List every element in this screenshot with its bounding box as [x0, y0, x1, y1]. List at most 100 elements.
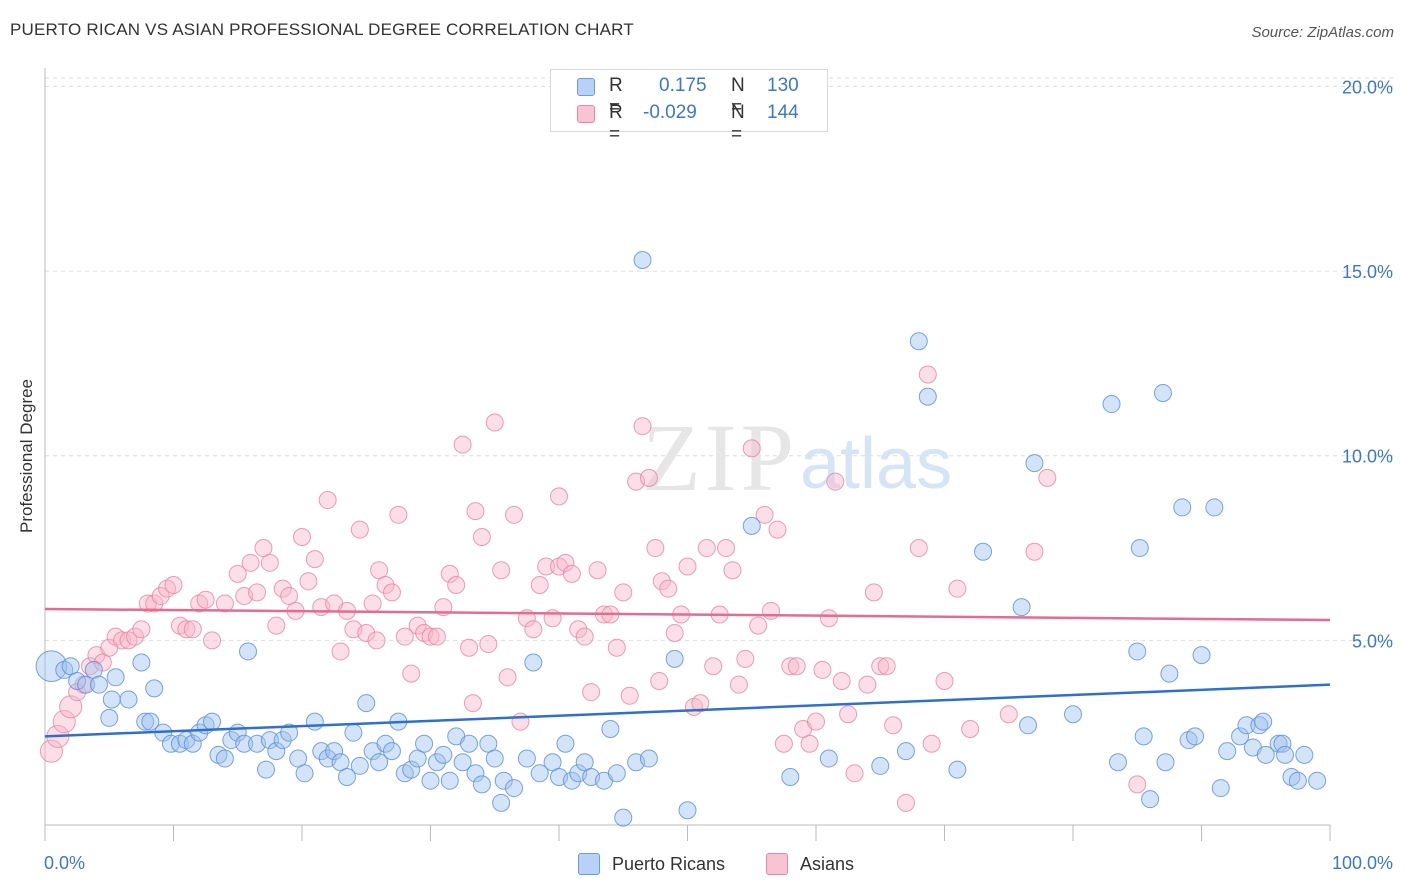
data-point	[260, 731, 279, 750]
data-point	[1134, 727, 1153, 746]
data-point	[524, 620, 543, 639]
data-point	[293, 527, 311, 546]
data-point	[248, 583, 267, 602]
source-label: Source: ZipAtlas.com	[1251, 24, 1394, 41]
data-point	[1064, 705, 1082, 724]
n-label: N =	[731, 102, 745, 145]
r-value-asians: -0.029	[643, 102, 697, 123]
data-point	[569, 620, 588, 639]
data-point	[325, 742, 344, 761]
trend-lines	[44, 607, 1331, 738]
n-value-asians: 144	[767, 102, 799, 123]
asians-swatch	[577, 105, 595, 123]
data-point	[505, 779, 524, 798]
data-point	[132, 620, 151, 639]
data-point	[77, 675, 96, 694]
data-point	[646, 539, 665, 558]
data-point	[550, 487, 568, 506]
data-point	[1130, 539, 1149, 558]
legend-label-puerto-ricans: Puerto Ricans	[612, 853, 726, 874]
data-point	[845, 764, 864, 783]
data-point	[858, 675, 877, 694]
data-point	[318, 491, 337, 510]
data-point	[511, 712, 530, 731]
trend-line-asians	[44, 607, 1331, 622]
data-point	[344, 723, 363, 742]
data-point	[100, 708, 119, 727]
data-point	[235, 734, 254, 753]
data-point	[421, 627, 440, 646]
data-point	[389, 505, 408, 524]
data-point	[1231, 727, 1250, 746]
data-point	[215, 749, 234, 768]
data-point	[871, 756, 890, 775]
data-point	[331, 642, 350, 661]
data-point	[267, 616, 286, 635]
data-point	[742, 439, 761, 458]
data-point	[485, 413, 504, 432]
stats-legend: R = 0.175 N = 130 R = -0.029 N = 144	[550, 69, 828, 145]
data-point	[215, 594, 234, 613]
data-point	[871, 657, 890, 676]
data-point	[408, 616, 427, 635]
data-point	[562, 564, 581, 583]
data-point	[918, 365, 937, 384]
data-point	[614, 583, 633, 602]
legend-item-asians[interactable]: Asians	[766, 852, 854, 876]
y-tick-label: 5.0%	[1352, 631, 1393, 651]
data-point	[164, 575, 183, 594]
data-point	[909, 539, 928, 558]
data-point	[376, 575, 395, 594]
data-point	[350, 756, 369, 775]
asians-points	[39, 365, 1147, 812]
data-point	[1160, 664, 1179, 683]
data-point	[39, 739, 63, 763]
data-point	[787, 657, 806, 676]
data-point	[312, 742, 331, 761]
data-point	[1269, 734, 1288, 753]
data-point	[524, 653, 543, 672]
data-point	[884, 716, 903, 735]
data-point	[1186, 727, 1205, 746]
data-point	[1108, 753, 1127, 772]
data-point	[678, 801, 697, 820]
data-point	[494, 771, 513, 790]
data-point	[260, 553, 279, 572]
data-point	[440, 564, 459, 583]
axes	[44, 68, 1331, 841]
data-point	[498, 668, 517, 687]
data-point	[1288, 771, 1307, 790]
data-point	[267, 742, 286, 761]
data-point	[582, 683, 601, 702]
data-point	[280, 723, 299, 742]
data-point	[639, 749, 658, 768]
data-point	[530, 575, 549, 594]
data-point	[762, 601, 781, 620]
data-point	[415, 734, 434, 753]
data-point	[588, 561, 607, 580]
data-point	[832, 671, 851, 690]
data-point	[228, 564, 247, 583]
data-point	[367, 631, 386, 650]
data-point	[665, 623, 684, 642]
data-point	[723, 561, 742, 580]
data-point	[736, 649, 755, 668]
data-point	[125, 627, 144, 646]
data-point	[620, 686, 639, 705]
data-point	[52, 710, 76, 734]
data-point	[909, 332, 928, 351]
data-point	[453, 753, 472, 772]
data-point	[659, 579, 678, 598]
data-point	[896, 793, 915, 812]
data-point	[800, 734, 819, 753]
data-point	[1308, 771, 1327, 790]
legend-item-puerto-ricans[interactable]: Puerto Ricans	[578, 852, 725, 876]
y-tick-label: 20.0%	[1342, 77, 1393, 97]
data-point	[755, 505, 774, 524]
data-point	[562, 771, 581, 790]
data-point	[273, 731, 292, 750]
data-point	[961, 719, 980, 738]
data-point	[697, 539, 716, 558]
data-point	[472, 527, 491, 546]
